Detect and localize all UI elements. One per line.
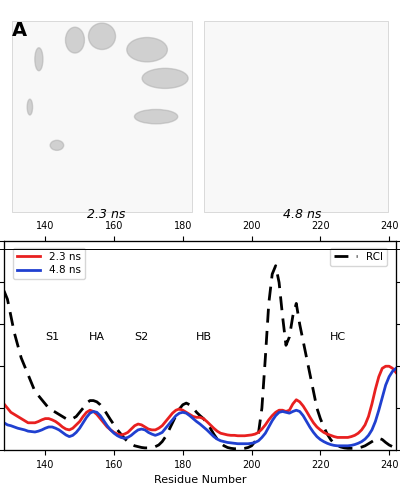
- Ellipse shape: [66, 27, 84, 53]
- FancyBboxPatch shape: [12, 21, 192, 212]
- Ellipse shape: [35, 48, 43, 70]
- Text: 2.3 ns: 2.3 ns: [87, 208, 125, 221]
- Ellipse shape: [134, 110, 178, 124]
- Text: HA: HA: [89, 332, 105, 342]
- Ellipse shape: [27, 99, 32, 115]
- Ellipse shape: [88, 23, 116, 50]
- Text: A: A: [12, 21, 27, 40]
- Ellipse shape: [50, 140, 64, 150]
- X-axis label: Residue Number: Residue Number: [154, 476, 246, 486]
- Text: S1: S1: [45, 332, 59, 342]
- Ellipse shape: [142, 68, 188, 88]
- Text: HB: HB: [196, 332, 212, 342]
- Text: 4.8 ns: 4.8 ns: [283, 208, 321, 221]
- Text: S2: S2: [134, 332, 149, 342]
- Text: HC: HC: [330, 332, 346, 342]
- FancyBboxPatch shape: [204, 21, 388, 212]
- FancyBboxPatch shape: [4, 10, 396, 230]
- Legend: RCI: RCI: [330, 248, 387, 266]
- Ellipse shape: [127, 38, 167, 62]
